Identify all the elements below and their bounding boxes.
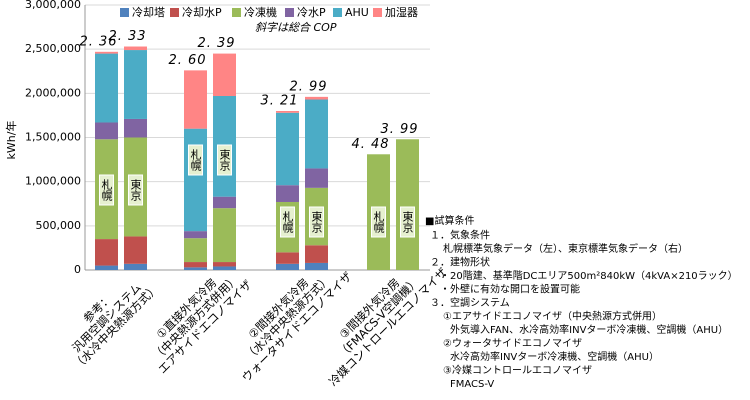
bar-segment <box>124 236 147 264</box>
bar-label-box <box>400 206 415 238</box>
bar-segment <box>184 128 207 232</box>
notes-line: １．気象条件 <box>430 229 490 242</box>
cop-label: 2. 33 <box>108 29 146 44</box>
bar-label: 東京 <box>401 211 414 234</box>
bar-label-box <box>371 206 386 238</box>
notes-line: ③冷媒コントロールエコノマイザ <box>443 364 592 377</box>
bar-segment <box>276 263 299 270</box>
y-tick-label: 1,500,000 <box>25 131 81 144</box>
bar-segment <box>184 70 207 129</box>
cop-label: 2. 36 <box>79 34 117 49</box>
notes-line: FMACS-V <box>450 379 494 390</box>
cop-label: 3. 21 <box>260 94 298 109</box>
bar-segment <box>305 245 328 263</box>
y-tick-label: 2,000,000 <box>25 86 81 99</box>
cop-label: 2. 39 <box>197 36 235 51</box>
cop-label: 2. 60 <box>168 53 206 68</box>
bar-segment <box>305 168 328 188</box>
bar-segment <box>276 112 299 186</box>
legend-swatch <box>120 8 129 17</box>
cop-label: 2. 99 <box>289 79 327 94</box>
bar-segment <box>95 53 118 123</box>
legend-swatch <box>285 8 294 17</box>
legend-label: 冷却水P <box>182 6 222 19</box>
bar-label-box <box>99 174 114 206</box>
legend-label: 冷却塔 <box>132 6 165 19</box>
bar-segment <box>276 111 299 113</box>
notes-line: 外気導入FAN、水冷高効率INVターボ冷凍機、空調機（AHU） <box>450 323 728 336</box>
legend-label: 加湿器 <box>385 6 418 19</box>
notes-line: 札幌標準気象データ（左）、東京標準気象データ（右） <box>443 242 688 255</box>
bar-label-box <box>217 144 232 176</box>
y-axis-title: kWh/年 <box>4 121 18 160</box>
bar-segment <box>95 239 118 266</box>
notes-line: ２．建物形状 <box>430 256 490 269</box>
cop-label: 3. 99 <box>380 122 418 137</box>
bar-segment <box>213 53 236 96</box>
bar-segment <box>213 266 236 270</box>
y-tick-label: 500,000 <box>36 219 82 232</box>
bar-segment <box>124 118 147 138</box>
bar-segment <box>305 262 328 270</box>
bar-segment <box>95 51 118 54</box>
bar-label-box <box>309 206 324 238</box>
bar-segment <box>95 265 118 270</box>
bar-segment <box>305 99 328 169</box>
notes-line: ①エアサイドエコノマイザ（中央熱源方式併用） <box>443 310 662 323</box>
category-label: （水冷中央熱源方式） <box>70 281 161 372</box>
bar-label: 東京 <box>218 149 231 172</box>
bar-label: 札幌 <box>189 149 202 172</box>
notes-line: 水冷高効率INVターボ冷凍機、空調機（AHU） <box>450 350 659 363</box>
cop-note: 斜字は総合 COP <box>255 21 337 34</box>
bar-label: 東京 <box>310 211 323 234</box>
bar-segment <box>213 208 236 263</box>
bar-label-box <box>128 174 143 206</box>
legend-swatch <box>170 8 179 17</box>
bar-label: 札幌 <box>100 179 113 202</box>
legend-swatch <box>232 8 241 17</box>
bar-label-box <box>280 206 295 238</box>
notes-title: ■試算条件 <box>425 214 474 227</box>
bar-segment <box>213 196 236 209</box>
y-tick-label: 2,500,000 <box>25 42 81 55</box>
notes-line: ３．空調システム <box>430 296 510 309</box>
bar-segment <box>305 96 328 100</box>
legend-swatch <box>373 8 382 17</box>
bar-segment <box>184 267 207 270</box>
bar-label: 札幌 <box>281 211 294 234</box>
notes-line: ②ウォータサイドエコノマイザ <box>443 338 582 350</box>
legend-label: AHU <box>345 6 369 19</box>
y-tick-label: 0 <box>74 263 81 276</box>
legend-swatch <box>333 8 342 17</box>
bar-segment <box>276 252 299 264</box>
bar-segment <box>124 46 147 51</box>
bar-segment <box>213 262 236 267</box>
notes-line: ・20階建、基準階DCエリア500m²840kW（4kVA×210ラック） <box>440 269 738 282</box>
bar-segment <box>184 238 207 263</box>
category-label: （FMACS-V空調機） <box>335 274 422 361</box>
category-label: （水冷中央熱源方式） <box>242 272 333 363</box>
y-tick-label: 1,000,000 <box>25 175 81 188</box>
bar-label: 東京 <box>129 179 142 202</box>
bar-segment <box>184 262 207 268</box>
category-label: （中央熱源方式併用） <box>150 272 241 363</box>
bar-segment <box>184 231 207 239</box>
bar-segment <box>124 50 147 119</box>
bar-segment <box>396 139 419 270</box>
bar-segment <box>276 185 299 202</box>
notes-line: ・外壁に有効な開口を設置可能 <box>440 283 580 296</box>
y-tick-label: 3,000,000 <box>25 0 81 11</box>
bar-label: 札幌 <box>372 211 385 234</box>
bar-segment <box>95 122 118 140</box>
legend-label: 冷凍機 <box>244 5 277 19</box>
bar-segment <box>124 263 147 270</box>
bar-label-box <box>188 144 203 176</box>
legend-label: 冷水P <box>297 6 326 19</box>
cop-label: 4. 48 <box>351 137 389 152</box>
